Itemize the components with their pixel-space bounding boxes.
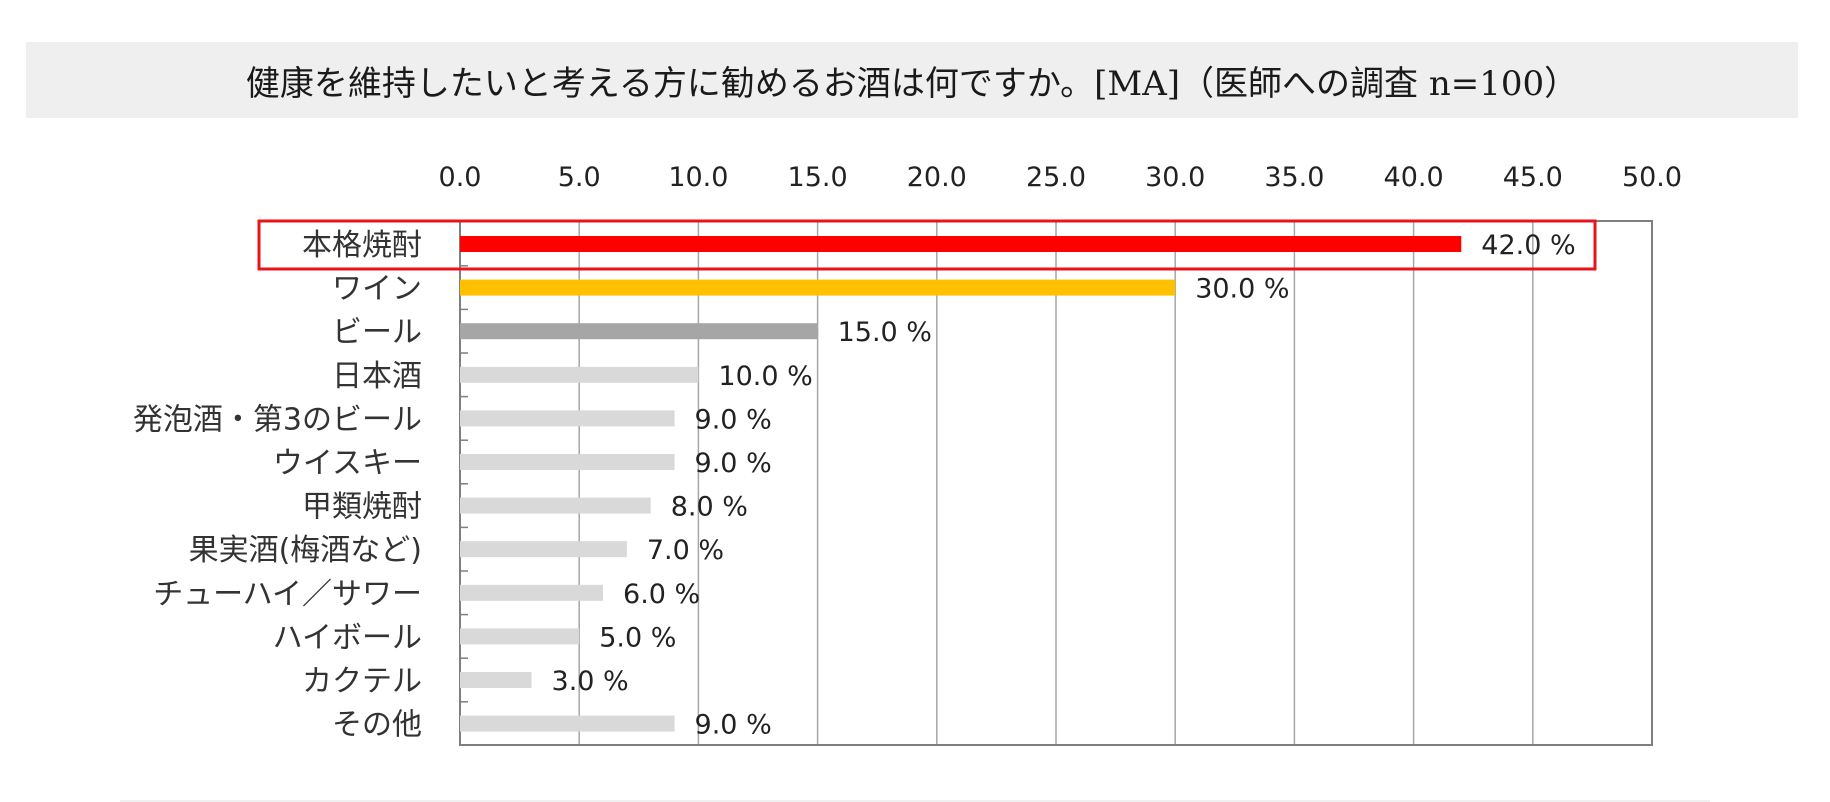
data-label: 9.0 % [695, 448, 772, 479]
x-tick-label: 45.0 [1503, 162, 1563, 193]
category-label: カクテル [302, 664, 422, 699]
category-label: ワイン [332, 272, 422, 307]
data-label: 9.0 % [695, 404, 772, 435]
value-labels: 42.0 % 30.0 % 15.0 % 10.0 % 9.0 % 9.0 % 8.0 % 7… [552, 230, 1576, 741]
category-label: 日本酒 [332, 359, 422, 394]
category-label: チューハイ／サワー [153, 577, 422, 612]
data-label: 30.0 % [1195, 274, 1289, 305]
bar-9 [460, 628, 580, 645]
x-tick-label: 30.0 [1145, 162, 1205, 193]
bar-4 [460, 410, 675, 427]
bar-8 [460, 584, 604, 601]
category-label: ビール [332, 315, 422, 350]
data-label: 7.0 % [647, 535, 724, 566]
x-tick-label: 50.0 [1622, 162, 1682, 193]
data-label: 42.0 % [1481, 230, 1575, 261]
x-tick-label: 35.0 [1264, 162, 1324, 193]
bottom-divider [120, 800, 1710, 802]
data-label: 9.0 % [695, 710, 772, 741]
category-label: 果実酒(梅酒など) [189, 533, 422, 568]
data-label: 10.0 % [718, 361, 812, 392]
grid-lines [459, 220, 1653, 746]
x-tick-label: 10.0 [668, 162, 728, 193]
bar-3 [460, 366, 699, 383]
bar-7 [460, 541, 627, 558]
category-label: ハイボール [273, 620, 422, 655]
category-label: 本格焼酎 [302, 228, 422, 263]
data-label: 8.0 % [671, 492, 748, 523]
bar-11 [460, 715, 675, 732]
data-label: 6.0 % [623, 579, 700, 610]
data-label: 3.0 % [552, 666, 629, 697]
x-tick-label: 40.0 [1384, 162, 1444, 193]
category-labels: 本格焼酎ワインビール日本酒発泡酒・第3のビールウイスキー甲類焼酎果実酒(梅酒など… [133, 228, 422, 743]
category-label: 甲類焼酎 [302, 490, 422, 525]
bars [460, 236, 1462, 732]
x-tick-label: 20.0 [907, 162, 967, 193]
x-tick-label: 15.0 [788, 162, 848, 193]
bar-1 [460, 279, 1176, 296]
bar-5 [460, 454, 675, 470]
bar-10 [460, 672, 532, 688]
bar-2 [460, 323, 818, 340]
x-tick-label: 25.0 [1026, 162, 1086, 193]
category-label: その他 [332, 708, 422, 743]
highlight-box [257, 219, 1597, 271]
x-tick-label: 5.0 [558, 162, 601, 193]
category-label: ウイスキー [273, 446, 422, 481]
bar-0 [460, 236, 1462, 252]
chart-title: 健康を維持したいと考える方に勧めるお酒は何ですか。[MA]（医師への調査 n=1… [245, 63, 1579, 104]
category-label: 発泡酒・第3のビール [133, 402, 422, 437]
bar-6 [460, 497, 651, 514]
x-tick-label: 0.0 [439, 162, 482, 193]
data-label: 5.0 % [599, 622, 676, 653]
chart-title-band: 健康を維持したいと考える方に勧めるお酒は何ですか。[MA]（医師への調査 n=1… [26, 42, 1798, 118]
x-axis-ticks: 0.0 5.0 10.0 15.0 20.0 25.0 30.0 35.0 40.0 45.0 50… [439, 162, 1683, 193]
data-label: 15.0 % [838, 317, 932, 348]
